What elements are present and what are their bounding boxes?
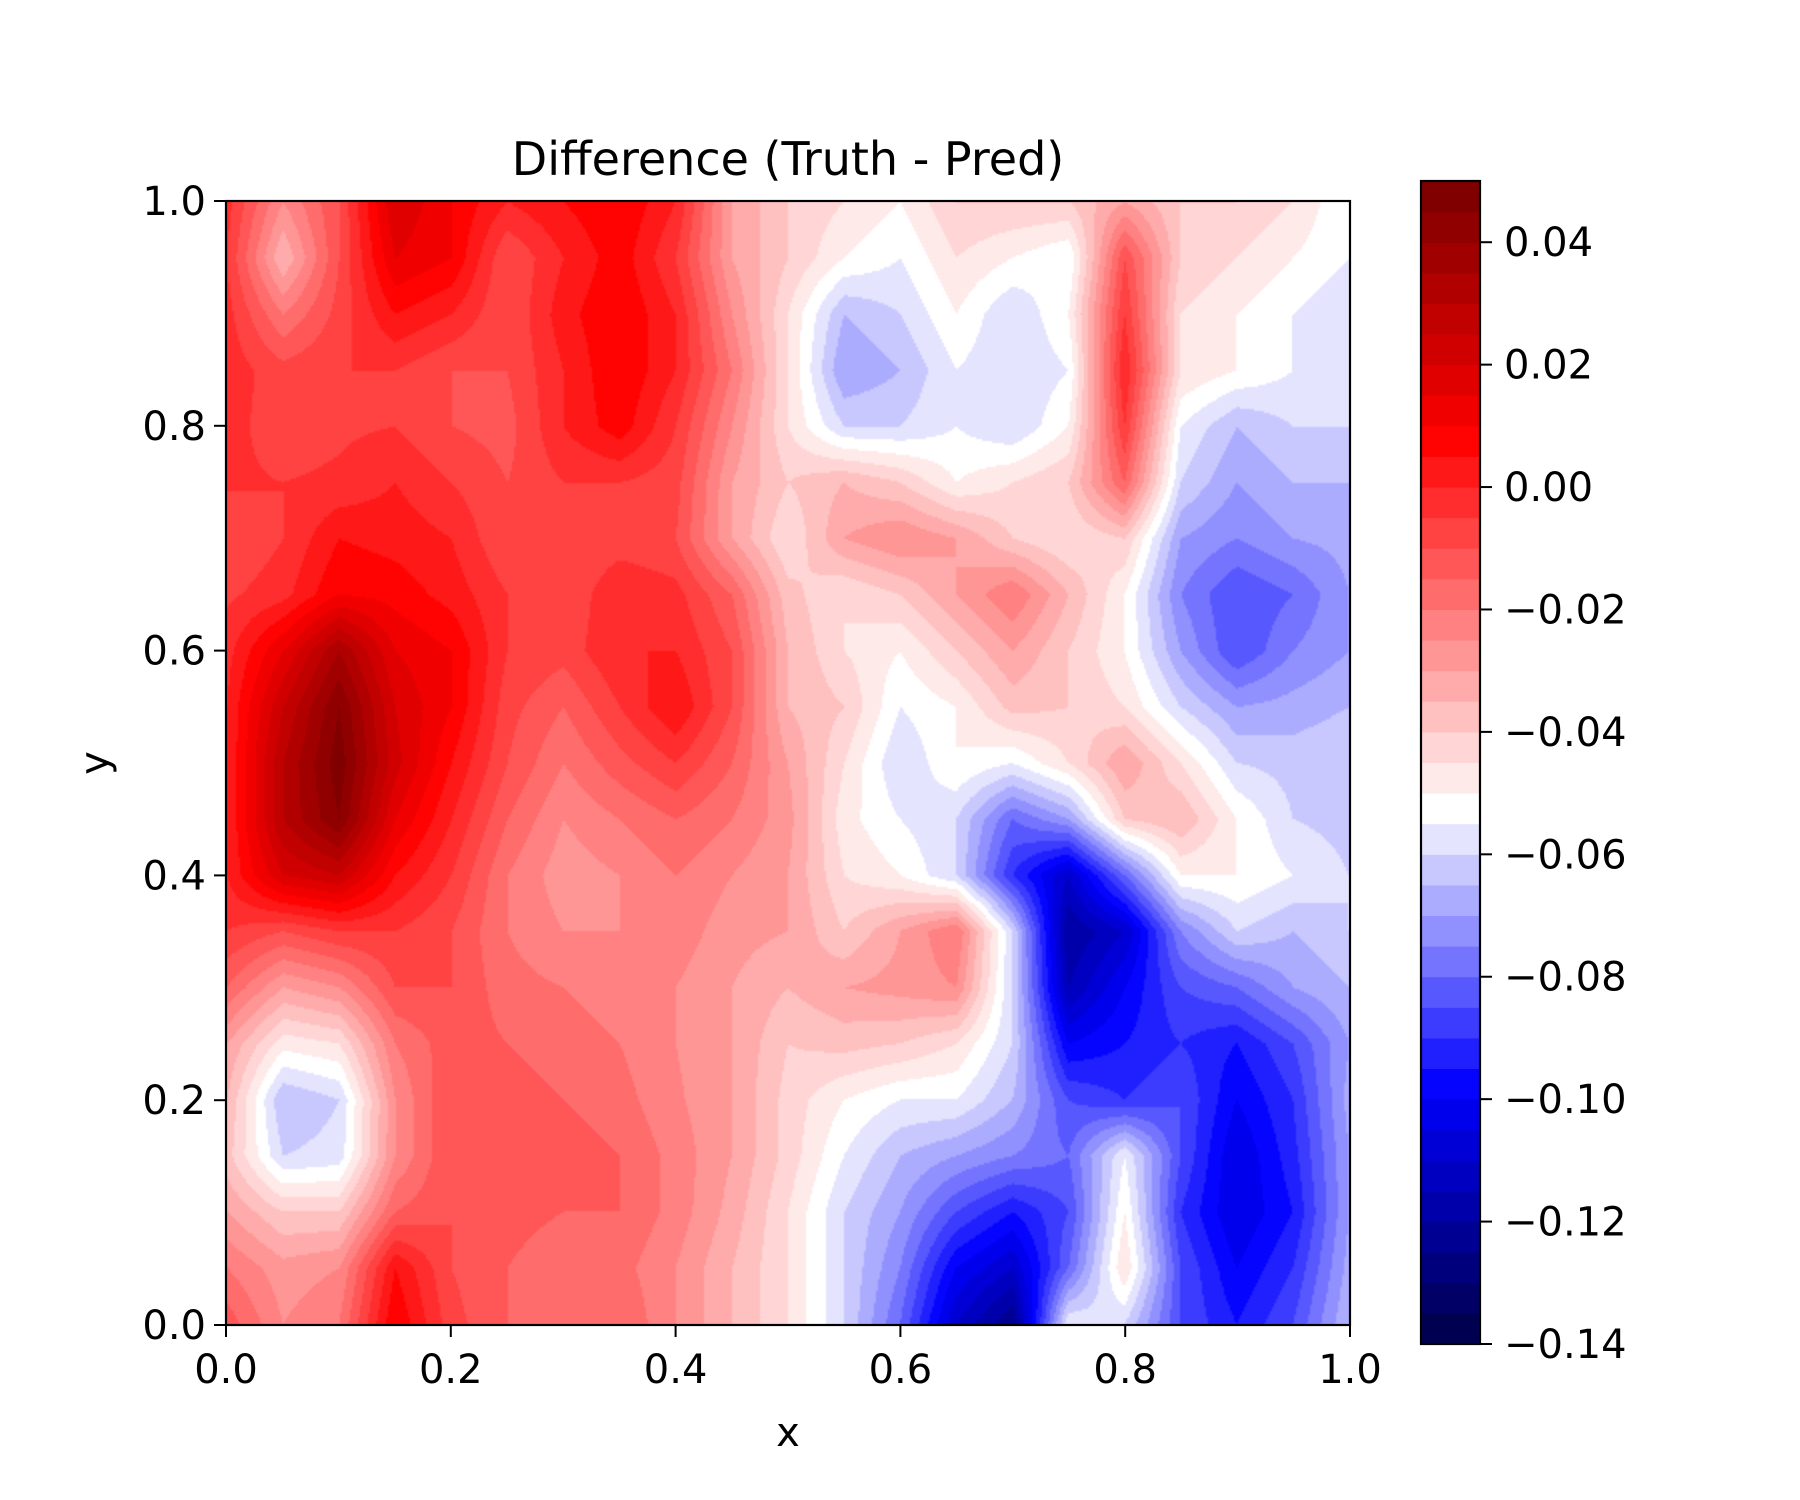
y-axis: 0.0 0.2 0.4 0.6 0.8 1.0: [142, 179, 226, 1349]
contour-fill: [226, 201, 1350, 1325]
colorbar-tick-label: 0.04: [1504, 220, 1593, 266]
colorbar-band: [1421, 1068, 1480, 1100]
colorbar-band: [1421, 241, 1480, 274]
colorbar-band: [1421, 1221, 1480, 1253]
x-axis: 0.0 0.2 0.4 0.6 0.8 1.0: [194, 1325, 1382, 1393]
colorbar-band: [1421, 1037, 1480, 1070]
chart-title: Difference (Truth - Pred): [512, 132, 1064, 186]
colorbar-band: [1421, 670, 1480, 702]
colorbar-band: [1421, 792, 1480, 825]
colorbar-band: [1421, 211, 1480, 243]
colorbar-tick-label: −0.12: [1504, 1200, 1627, 1246]
y-tick-label: 0.2: [142, 1078, 206, 1124]
colorbar-tick-label: −0.14: [1504, 1322, 1627, 1368]
colorbar-band: [1421, 639, 1480, 672]
colorbar-band: [1421, 364, 1480, 396]
colorbar-band: [1421, 272, 1480, 304]
colorbar-band: [1421, 1190, 1480, 1223]
colorbar-band: [1421, 915, 1480, 947]
colorbar-tick-label: −0.04: [1504, 710, 1627, 756]
colorbar-band: [1421, 976, 1480, 1008]
y-axis-label: y: [72, 751, 118, 775]
colorbar-tick-label: 0.02: [1504, 343, 1593, 389]
colorbar-band: [1421, 884, 1480, 917]
colorbar-tick-label: −0.06: [1504, 832, 1627, 878]
colorbar-band: [1421, 1006, 1480, 1039]
colorbar-band: [1421, 762, 1480, 794]
y-tick-label: 0.6: [142, 629, 206, 675]
x-tick-label: 0.8: [1093, 1347, 1157, 1393]
x-tick-label: 0.0: [194, 1347, 258, 1393]
colorbar-band: [1421, 700, 1480, 733]
x-axis-label: x: [776, 1410, 800, 1456]
colorbar-band: [1421, 1251, 1480, 1284]
colorbar-band: [1421, 1129, 1480, 1161]
colorbar-band: [1421, 731, 1480, 763]
colorbar-band: [1421, 302, 1480, 335]
contour-image: [226, 201, 1350, 1325]
colorbar-band: [1421, 823, 1480, 855]
colorbar-band: [1421, 425, 1480, 457]
colorbar-band: [1421, 394, 1480, 427]
colorbar-band: [1421, 455, 1480, 488]
y-tick-label: 0.0: [142, 1303, 206, 1349]
colorbar-band: [1421, 517, 1480, 549]
colorbar-band: [1421, 945, 1480, 978]
colorbar-tick-label: −0.02: [1504, 587, 1627, 633]
colorbar-band: [1421, 1312, 1480, 1345]
colorbar-frame: [1419, 179, 1482, 1346]
colorbar-axis: 0.04 0.02 0.00 −0.02 −0.04 −0.06 −0.08 −0.10 −0.…: [1480, 220, 1627, 1368]
x-tick-label: 0.4: [644, 1347, 708, 1393]
plot-frame: [224, 199, 1352, 1327]
colorbar-band: [1421, 180, 1480, 213]
colorbar-band: [1421, 1098, 1480, 1131]
colorbar-tick-label: −0.10: [1504, 1077, 1627, 1123]
colorbar-band: [1421, 486, 1480, 519]
colorbar-band: [1421, 1282, 1480, 1314]
colorbar-band: [1421, 608, 1480, 641]
colorbar-band: [1421, 1159, 1480, 1192]
colorbar: [1421, 180, 1480, 1345]
x-tick-label: 0.6: [869, 1347, 933, 1393]
colorbar-band: [1421, 578, 1480, 610]
y-tick-label: 0.4: [142, 853, 206, 899]
colorbar-tick-label: −0.08: [1504, 955, 1627, 1001]
x-tick-label: 0.2: [419, 1347, 483, 1393]
y-tick-label: 1.0: [142, 179, 206, 225]
colorbar-band: [1421, 547, 1480, 580]
y-tick-label: 0.8: [142, 404, 206, 450]
colorbar-band: [1421, 333, 1480, 366]
colorbar-tick-label: 0.00: [1504, 465, 1593, 511]
x-tick-label: 1.0: [1318, 1347, 1382, 1393]
colorbar-band: [1421, 853, 1480, 886]
